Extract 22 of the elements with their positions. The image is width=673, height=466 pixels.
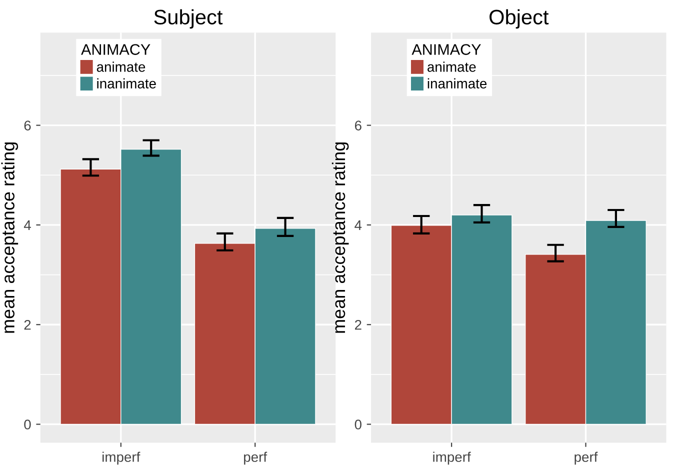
- y-tick-label: 6: [24, 120, 31, 130]
- legend-label: animate: [428, 62, 476, 72]
- y-tick-label: 0: [354, 420, 362, 430]
- y-tick-label: 4: [354, 220, 362, 230]
- legend-label: inanimate: [97, 78, 156, 88]
- y-tick-label: 6: [354, 120, 362, 130]
- chart-title: Object: [490, 9, 549, 29]
- y-axis-title: mean acceptance rating: [1, 142, 18, 333]
- legend-title: ANIMACY: [81, 44, 150, 55]
- x-tick-label: perf: [574, 452, 598, 465]
- x-tick-label: imperf: [102, 452, 140, 465]
- y-tick-label: 4: [24, 220, 31, 230]
- legend-title: ANIMACY: [412, 44, 481, 55]
- chart-title: Subject: [154, 9, 223, 29]
- y-tick-label: 2: [354, 320, 362, 330]
- y-tick-label: 2: [24, 320, 31, 330]
- x-tick-label: perf: [244, 452, 268, 465]
- y-axis-title: mean acceptance rating: [332, 142, 349, 333]
- x-tick-label: imperf: [433, 452, 471, 465]
- y-tick-label: 0: [24, 420, 31, 430]
- legend-label: animate: [96, 62, 146, 72]
- legend-label: inanimate: [428, 78, 487, 88]
